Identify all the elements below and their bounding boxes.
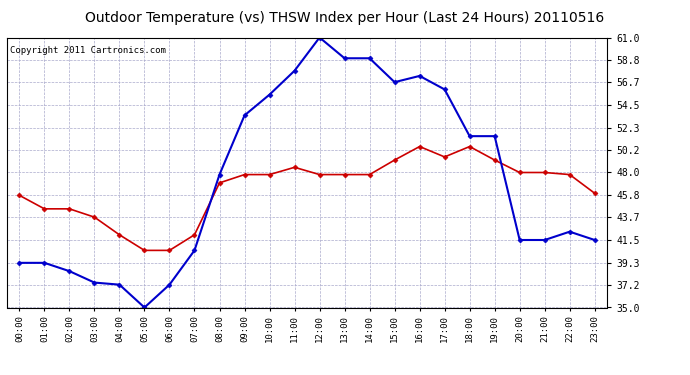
Text: Copyright 2011 Cartronics.com: Copyright 2011 Cartronics.com bbox=[10, 46, 166, 55]
Text: Outdoor Temperature (vs) THSW Index per Hour (Last 24 Hours) 20110516: Outdoor Temperature (vs) THSW Index per … bbox=[86, 11, 604, 25]
